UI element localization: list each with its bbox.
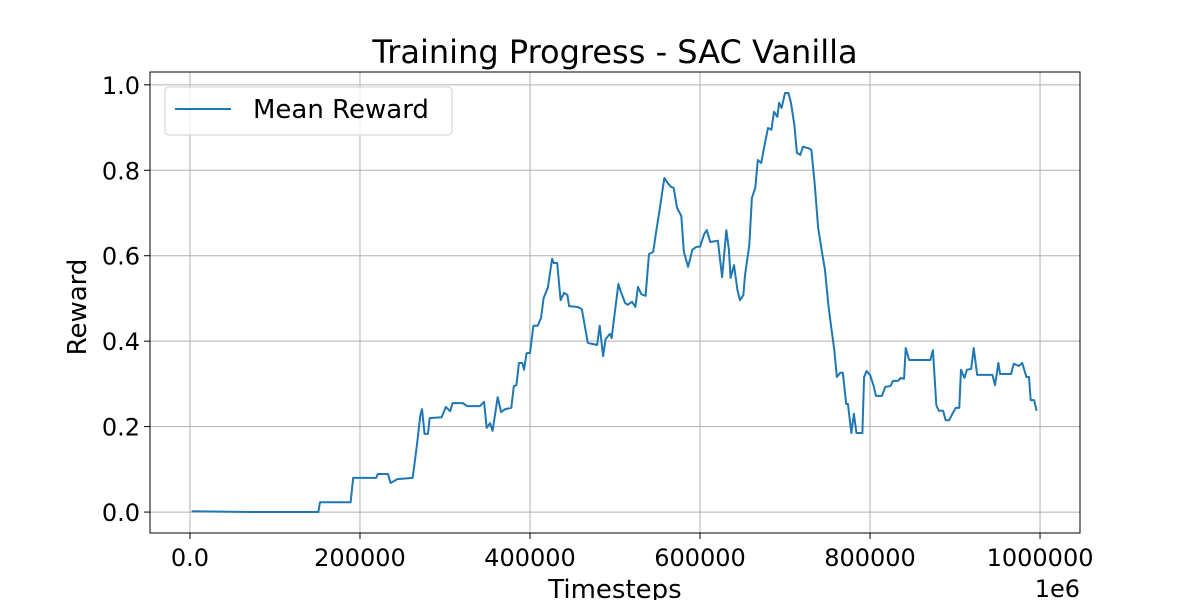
x-tick-label: 200000 [314,544,406,572]
y-tick-label: 0.0 [102,499,140,527]
y-tick-label: 0.8 [102,157,140,185]
x-tick-label: 0.0 [171,544,209,572]
legend-label: Mean Reward [253,95,429,125]
data-line [191,91,1038,514]
legend: Mean Reward [164,86,453,136]
chart-title: Training Progress - SAC Vanilla [371,33,857,71]
x-axis-label: Timesteps [547,575,681,600]
x-offset-label: 1e6 [1035,575,1080,600]
y-tick-label: 1.0 [102,72,140,100]
y-tick-label: 0.2 [102,414,140,442]
plot-frame [149,71,1081,534]
y-axis-label: Reward [63,259,93,356]
legend-box [164,86,453,136]
x-tick-label: 600000 [654,544,746,572]
x-tick-label: 1000000 [987,544,1094,572]
x-tick-label: 800000 [824,544,916,572]
y-tick-label: 0.4 [102,328,140,356]
x-tick-label: 400000 [484,544,576,572]
y-tick-label: 0.6 [102,243,140,271]
